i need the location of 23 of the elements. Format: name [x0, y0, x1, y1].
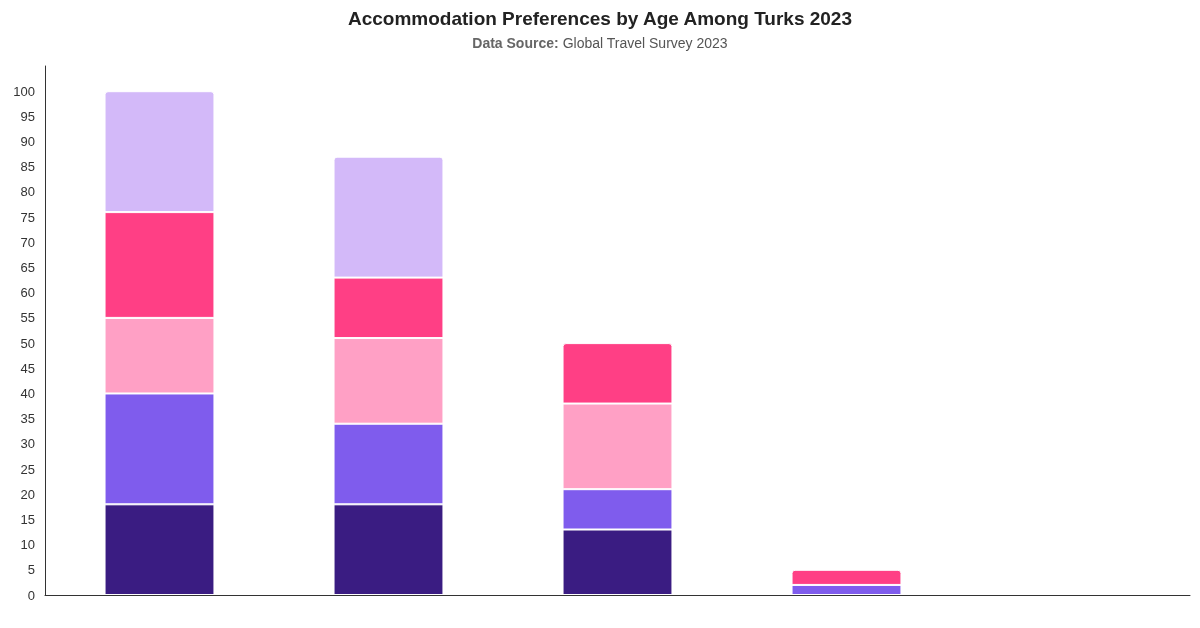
y-tick-label: 60 [20, 285, 35, 301]
y-tick-label: 90 [20, 134, 35, 150]
y-tick-label: 80 [20, 184, 35, 200]
y-tick-label: 85 [20, 159, 35, 175]
y-tick-label: 15 [20, 511, 35, 527]
y-tick-label: 75 [20, 209, 35, 225]
chart-subtitle: Data Source: Global Travel Survey 2023 [472, 35, 728, 51]
y-tick-label: 95 [20, 108, 35, 124]
y-tick-label: 65 [20, 260, 35, 276]
y-tick-label: 10 [20, 537, 35, 553]
y-tick-label: 45 [20, 360, 35, 376]
y-tick-label: 50 [20, 335, 35, 351]
y-tick-label: 20 [20, 486, 35, 502]
chart-title: Accommodation Preferences by Age Among Turks 2023 [347, 8, 853, 29]
y-tick-label: 35 [20, 411, 35, 427]
y-tick-label: 55 [20, 310, 35, 326]
y-tick-label: 40 [20, 385, 35, 401]
y-tick-label: 70 [20, 234, 35, 250]
y-tick-label: 5 [27, 562, 35, 578]
y-tick-label: 25 [20, 461, 35, 477]
y-tick-label: 100 [13, 83, 35, 99]
y-tick-label: 30 [20, 436, 35, 452]
y-tick-label: 0 [27, 587, 35, 603]
